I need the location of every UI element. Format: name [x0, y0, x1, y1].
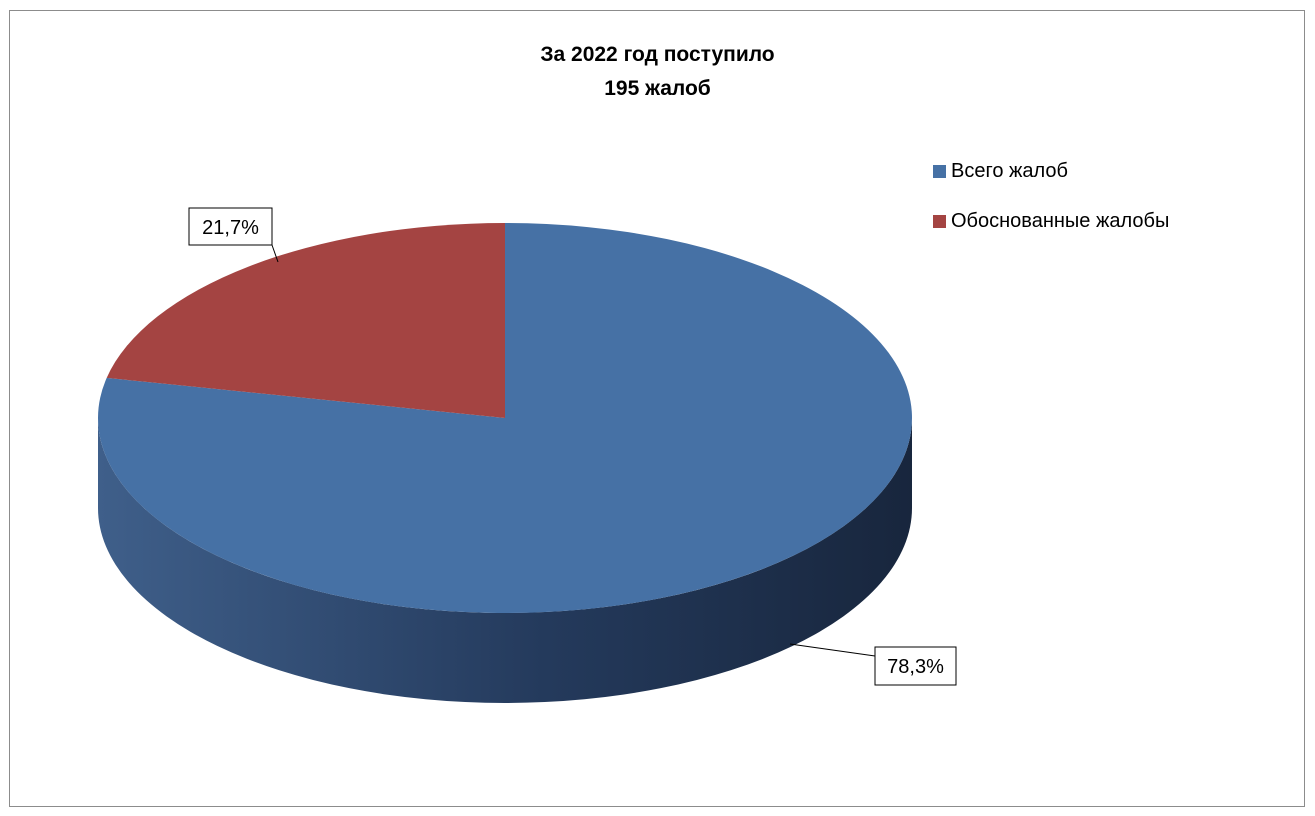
chart-title-line-1: За 2022 год поступило: [540, 43, 775, 66]
legend-item-vsego-zhalob: Всего жалоб: [933, 157, 1169, 185]
legend-label-obosnovannye-zhaloby: Обоснованные жалобы: [951, 209, 1170, 232]
data-label-vsego-zhalob: 78,3%: [874, 646, 957, 686]
chart-title: За 2022 год поступило 195 жалоб: [0, 38, 1315, 106]
legend-swatch-obosnovannye-zhaloby: [933, 214, 946, 228]
legend-label-vsego-zhalob: Всего жалоб: [951, 159, 1068, 182]
pie-slice-vsego-zhalob: [98, 223, 913, 613]
pie-side-wall: [98, 418, 912, 703]
data-label-obosnovannye-zhaloby: 21,7%: [188, 207, 273, 246]
leader-line-obosnovannye-zhaloby: [271, 244, 279, 263]
chart-legend: Всего жалоб Обоснованные жалобы: [933, 157, 1169, 257]
data-label-text-vsego-zhalob: 78,3%: [887, 656, 944, 678]
chart-title-line-2: 195 жалоб: [604, 77, 711, 100]
data-label-text-obosnovannye-zhaloby: 21,7%: [202, 217, 259, 239]
legend-item-obosnovannye-zhaloby: Обоснованные жалобы: [933, 207, 1169, 235]
legend-swatch-vsego-zhalob: [933, 164, 946, 178]
leader-line-vsego-zhalob: [789, 643, 876, 657]
pie-slice-obosnovannye-zhaloby: [106, 223, 505, 418]
